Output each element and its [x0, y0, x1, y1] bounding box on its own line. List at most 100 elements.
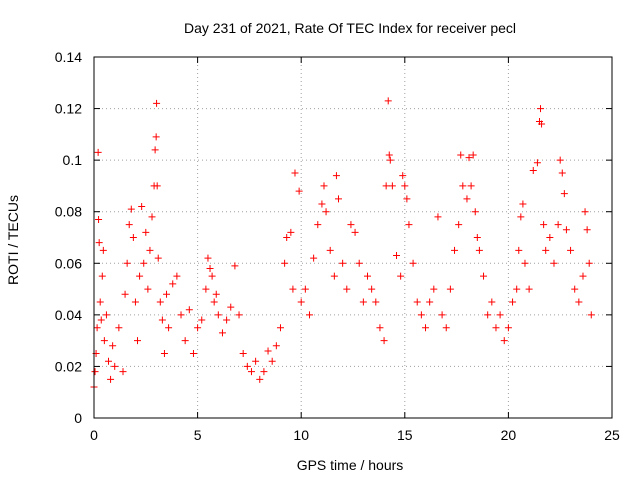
x-tick-label: 15: [397, 427, 413, 443]
data-point: [455, 221, 463, 229]
data-point: [579, 272, 587, 280]
data-point: [430, 285, 438, 293]
data-point: [509, 298, 517, 306]
data-point: [587, 311, 595, 319]
data-point: [287, 228, 295, 236]
data-point: [339, 259, 347, 267]
data-point: [492, 324, 500, 332]
data-point: [138, 203, 146, 211]
data-point: [165, 324, 173, 332]
data-point: [384, 97, 392, 105]
data-point: [256, 375, 264, 383]
data-point: [575, 298, 583, 306]
data-point: [151, 146, 159, 154]
data-point: [343, 285, 351, 293]
data-point: [473, 234, 481, 241]
data-point: [585, 259, 593, 267]
data-point: [154, 254, 162, 262]
data-point: [247, 368, 255, 376]
x-tick-label: 25: [604, 427, 620, 443]
y-tick-label: 0.02: [55, 358, 82, 374]
data-point: [107, 375, 115, 383]
data-point: [463, 195, 471, 203]
data-point: [291, 169, 299, 177]
data-point: [405, 221, 413, 229]
data-point: [320, 182, 328, 190]
data-point: [562, 226, 570, 234]
data-point: [194, 324, 202, 332]
x-tick-label: 20: [501, 427, 517, 443]
data-point: [554, 221, 562, 229]
data-point: [252, 357, 260, 365]
data-point: [239, 350, 247, 358]
data-point: [125, 221, 133, 229]
data-point: [364, 272, 372, 280]
data-point: [97, 316, 105, 324]
data-point: [581, 208, 589, 216]
data-point: [160, 350, 168, 358]
data-point: [442, 324, 450, 332]
data-point: [208, 272, 216, 280]
x-tick-label: 0: [90, 427, 98, 443]
data-point: [471, 208, 479, 216]
data-point: [351, 228, 359, 236]
data-point: [513, 285, 521, 293]
data-point: [465, 154, 473, 162]
data-point: [272, 342, 280, 350]
data-point: [169, 280, 177, 288]
data-point: [227, 303, 235, 311]
data-point: [542, 246, 550, 254]
data-point: [173, 272, 181, 280]
data-point: [388, 182, 396, 190]
data-point: [204, 254, 212, 262]
data-point: [295, 187, 303, 195]
data-point: [583, 226, 591, 234]
data-point: [484, 311, 492, 319]
y-tick-label: 0.12: [55, 101, 82, 117]
data-point: [537, 105, 545, 113]
data-point: [480, 272, 488, 280]
data-point: [500, 337, 508, 345]
data-point: [109, 342, 117, 350]
data-point: [469, 151, 477, 159]
data-point: [399, 172, 407, 180]
data-point: [409, 259, 417, 267]
data-point: [95, 215, 103, 223]
data-point: [260, 368, 268, 376]
data-point: [218, 329, 226, 337]
data-point: [560, 190, 568, 198]
data-point: [355, 259, 363, 267]
data-point: [459, 182, 467, 190]
data-point: [314, 221, 322, 229]
x-tick-label: 10: [293, 427, 309, 443]
data-point: [305, 311, 313, 319]
data-point: [334, 195, 342, 203]
data-point: [276, 324, 284, 332]
data-point: [521, 259, 529, 267]
data-point: [96, 298, 104, 306]
data-point: [146, 246, 154, 254]
data-point: [496, 311, 504, 319]
data-point: [347, 221, 355, 229]
y-tick-label: 0.1: [63, 152, 83, 168]
data-point: [98, 272, 106, 280]
data-point: [372, 298, 380, 306]
data-point: [417, 311, 425, 319]
data-point: [140, 259, 148, 267]
data-point: [525, 285, 533, 293]
data-point: [163, 290, 171, 298]
data-point: [567, 246, 575, 254]
grid-lines: [94, 57, 612, 418]
data-point: [100, 337, 108, 345]
data-point: [185, 306, 193, 314]
data-point: [413, 298, 421, 306]
data-point: [153, 99, 161, 107]
data-point: [123, 259, 131, 267]
data-point: [289, 285, 297, 293]
y-axis-label: ROTI / TECUs: [5, 195, 21, 285]
data-point: [93, 324, 101, 332]
data-point: [467, 182, 475, 190]
data-point: [119, 368, 127, 376]
data-point: [121, 290, 129, 298]
data-point: [95, 239, 103, 247]
